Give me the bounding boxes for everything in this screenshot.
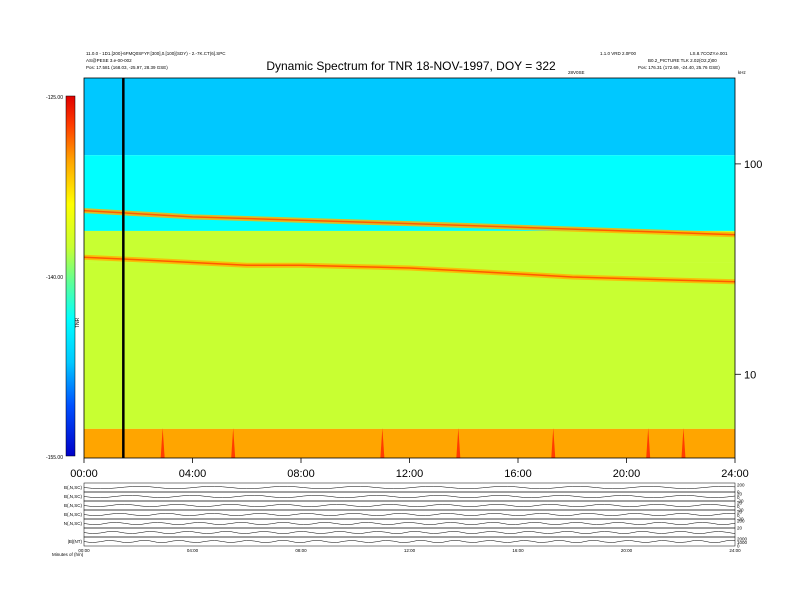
lower-panel-3 <box>83 509 736 520</box>
header-sublabel: 28V0SE <box>568 70 585 75</box>
lower-label-6: |B|(NT) <box>68 539 83 544</box>
colorbar-tick-bottom: -155.00 <box>46 455 63 461</box>
y-tick-label-1: 10 <box>744 369 756 381</box>
lower-x-tick-4: 16:00 <box>512 548 524 553</box>
header-left-line-1: 11.0.0 - 1D1.[200]-6FMQ0SFYF.[300],0.[10… <box>86 51 226 56</box>
spectrum-band-4 <box>84 428 735 458</box>
burst-4 <box>551 428 556 458</box>
lower-right-tick-6-1: 1000 <box>737 540 748 545</box>
y-tick-label-0: 100 <box>744 159 762 171</box>
burst-0 <box>160 428 165 458</box>
burst-6 <box>681 428 686 458</box>
lower-x-tick-1: 04:00 <box>187 548 199 553</box>
lower-right-tick-4-1: 20 <box>737 526 743 531</box>
x-tick-label-1: 04:00 <box>179 468 207 480</box>
x-tick-label-6: 24:00 <box>721 468 749 480</box>
lower-trace-4 <box>83 522 736 525</box>
lower-trace-3 <box>83 513 736 516</box>
lower-right-tick-2-0: 20 <box>737 501 743 506</box>
lower-trace-5 <box>83 531 736 534</box>
lower-right-tick-1-0: 20 <box>737 492 743 497</box>
x-tick-label-4: 16:00 <box>504 468 532 480</box>
lower-right-tick-3-1: 0 <box>737 513 740 518</box>
burst-1 <box>231 428 236 458</box>
lower-x-tick-5: 20:00 <box>621 548 633 553</box>
lower-right-tick-1-1: 0 <box>737 495 740 500</box>
emission-line-core-0 <box>84 209 735 236</box>
colorbar-tick-top: -125.00 <box>46 95 63 101</box>
header-right-line-4: Pos: 176.31 (172.69, -24.40, 25.76 GSE) <box>638 65 720 70</box>
lower-right-tick-6-2: 0 <box>737 544 740 549</box>
x-tick-label-3: 12:00 <box>396 468 424 480</box>
lower-right-tick-2-2: -20 <box>737 508 744 513</box>
lower-panel-5 <box>83 527 736 538</box>
header-right-line-3: B0.2_PICTURE TLK 2.02(O2,2)00 <box>648 58 717 63</box>
spectrum-band-2 <box>84 230 735 263</box>
lower-right-tick-4-0: 200 <box>737 519 745 524</box>
lower-panel-0 <box>83 482 736 493</box>
colorbar-label: TNR <box>75 317 81 328</box>
frequency-axis: 100 10 <box>735 159 762 381</box>
time-axis: 00:00 04:00 08:00 12:00 16:00 20:00 24:00 <box>70 458 749 480</box>
lower-right-tick-2-1: 0 <box>737 504 740 509</box>
lower-trace-0 <box>83 486 736 489</box>
x-tick-label-5: 20:00 <box>613 468 641 480</box>
freq-unit-label: kHz <box>738 70 746 75</box>
lower-trace-6 <box>83 540 736 543</box>
x-tick-label-0: 00:00 <box>70 468 98 480</box>
lower-label-4: N(,N,SC) <box>64 521 83 526</box>
header-left-line-2: AS@PESE 3.e-00-002 <box>86 58 132 63</box>
spectrum-band-0 <box>84 78 735 156</box>
x-tick-label-2: 08:00 <box>287 468 315 480</box>
lower-label-2: B(,N,SC) <box>64 503 83 508</box>
lower-x-tick-3: 12:00 <box>404 548 416 553</box>
lower-label-0: B(,N,SC) <box>64 485 83 490</box>
spectrum-band-1 <box>84 155 735 231</box>
lower-trace-2 <box>83 504 736 507</box>
colorbar <box>65 95 76 457</box>
lower-x-tick-6: 24:00 <box>729 548 741 553</box>
lower-label-1: B(,N,SC) <box>64 494 83 499</box>
spectrum-band-3 <box>84 262 735 429</box>
lower-panel-4 <box>83 518 736 529</box>
lower-label-3: B(,N,SC) <box>64 512 83 517</box>
lower-x-tick-0: 00:00 <box>78 548 90 553</box>
burst-3 <box>456 428 461 458</box>
spectrum-plot <box>84 78 735 458</box>
lower-right-tick-6-0: 2000 <box>737 537 748 542</box>
header-right-line-2: LS.8.7COZY.e.001 <box>690 51 728 56</box>
emission-line-core-1 <box>84 256 735 283</box>
colorbar-tick-mid: -140.00 <box>46 275 63 281</box>
lower-footer: Minutes of (h/n) <box>52 552 84 557</box>
lower-right-tick-0-1: 0 <box>737 490 740 495</box>
chart-title: Dynamic Spectrum for TNR 18-NOV-1997, DO… <box>266 59 556 73</box>
lower-right-tick-3-0: 20 <box>737 510 743 515</box>
header-left-line-3: Pos: 17.581 (168.03, -25.97, 28.39 GSE) <box>86 65 168 70</box>
lower-right-tick-0-0: 200 <box>737 483 745 488</box>
lower-right-tick-1-2: -20 <box>737 499 744 504</box>
lower-x-tick-2: 08:00 <box>295 548 307 553</box>
lower-right-tick-3-2: -20 <box>737 517 744 522</box>
lower-panel-2 <box>83 500 736 511</box>
burst-2 <box>380 428 385 458</box>
burst-5 <box>646 428 651 458</box>
lower-trace-1 <box>83 495 736 498</box>
header-right-line-1: 1.1.0 VRD 2.0F00 <box>600 51 637 56</box>
